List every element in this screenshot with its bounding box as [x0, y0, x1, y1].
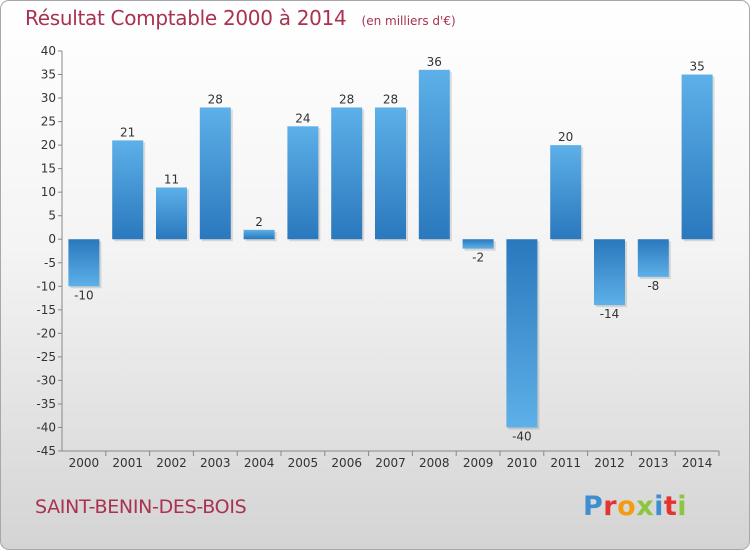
- y-tick-label: 35: [41, 68, 56, 82]
- y-tick-label: -30: [36, 373, 56, 387]
- data-label: 36: [427, 55, 442, 69]
- x-tick-label: 2009: [463, 456, 494, 470]
- y-tick-label: -15: [36, 303, 56, 317]
- x-tick-label: 2005: [288, 456, 319, 470]
- x-tick-label: 2010: [507, 456, 538, 470]
- logo-letter: t: [663, 491, 678, 522]
- x-tick-label: 2007: [375, 456, 406, 470]
- commune-name: SAINT-BENIN-DES-BOIS: [35, 496, 247, 518]
- data-label: 28: [383, 92, 398, 106]
- x-tick-label: 2001: [112, 456, 143, 470]
- y-tick-label: -40: [36, 420, 56, 434]
- y-tick-label: -25: [36, 350, 56, 364]
- bar: [243, 229, 275, 240]
- chart-title-main: Résultat Comptable 2000 à 2014: [25, 6, 347, 30]
- x-tick-label: 2008: [419, 456, 450, 470]
- data-label: 20: [558, 130, 573, 144]
- logo-letter: P: [583, 491, 604, 522]
- bar: [199, 107, 231, 240]
- chart-title-unit: (en milliers d'€): [361, 14, 456, 28]
- x-tick-label: 2012: [594, 456, 625, 470]
- data-label: 35: [689, 60, 704, 74]
- y-tick-label: 25: [41, 115, 56, 129]
- data-label: -2: [472, 251, 484, 265]
- bar: [418, 69, 450, 240]
- y-tick-label: 20: [41, 138, 56, 152]
- logo-letter: i: [654, 491, 664, 522]
- bar: [506, 239, 538, 428]
- bar: [156, 187, 187, 240]
- y-tick-label: -45: [36, 444, 56, 458]
- y-tick-label: 40: [41, 44, 56, 58]
- proxiti-logo: Proxiti: [583, 491, 687, 522]
- x-tick-label: 2000: [69, 456, 100, 470]
- y-tick-label: 15: [41, 162, 56, 176]
- logo-letter: r: [603, 491, 618, 522]
- bar: [462, 239, 494, 249]
- data-label: 21: [120, 125, 135, 139]
- y-tick-label: 10: [41, 185, 56, 199]
- data-label: -14: [600, 307, 620, 321]
- logo-letter: i: [677, 491, 688, 522]
- bar: [681, 74, 713, 240]
- data-label: 24: [295, 111, 310, 125]
- x-tick-label: 2004: [244, 456, 275, 470]
- data-label: 28: [339, 92, 354, 106]
- x-tick-label: 2013: [638, 456, 669, 470]
- bar: [68, 239, 100, 287]
- bar: [637, 239, 669, 277]
- x-tick-label: 2002: [156, 456, 187, 470]
- y-tick-label: -10: [36, 279, 56, 293]
- y-tick-label: 0: [48, 232, 56, 246]
- chart-title: Résultat Comptable 2000 à 2014 (en milli…: [25, 6, 456, 30]
- y-tick-label: 5: [48, 209, 56, 223]
- data-label: 2: [255, 215, 263, 229]
- y-tick-label: -5: [44, 256, 56, 270]
- data-label: -10: [74, 288, 94, 302]
- data-label: -8: [647, 279, 659, 293]
- x-tick-label: 2003: [200, 456, 231, 470]
- x-tick-label: 2014: [682, 456, 713, 470]
- x-tick-label: 2011: [550, 456, 581, 470]
- y-tick-label: 30: [41, 91, 56, 105]
- logo-letter: o: [617, 491, 637, 522]
- bar: [375, 107, 406, 240]
- bar: [550, 145, 582, 240]
- bar: [594, 239, 625, 306]
- data-label: 28: [208, 92, 223, 106]
- data-label: -40: [512, 429, 532, 443]
- y-tick-label: -20: [36, 326, 56, 340]
- bar: [112, 140, 144, 240]
- bar: [287, 126, 319, 240]
- logo-letter: x: [636, 491, 655, 522]
- data-label: 11: [164, 172, 179, 186]
- x-tick-label: 2006: [331, 456, 362, 470]
- bar: [331, 107, 363, 240]
- y-tick-label: -35: [36, 397, 56, 411]
